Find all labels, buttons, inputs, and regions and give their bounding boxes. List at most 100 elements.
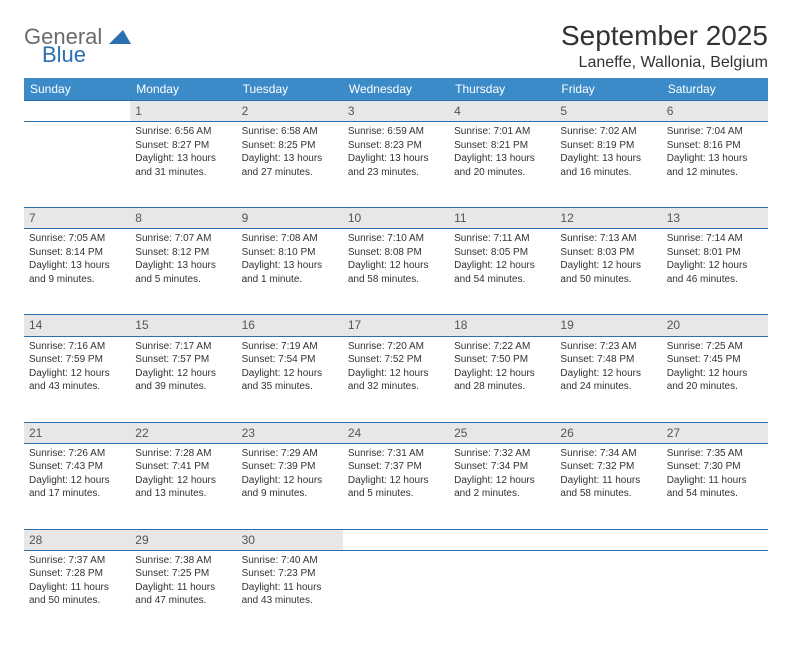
day-cell: Sunrise: 7:04 AMSunset: 8:16 PMDaylight:… <box>662 122 768 208</box>
day-cell <box>343 550 449 636</box>
sunrise-line: Sunrise: 7:20 AM <box>348 340 444 354</box>
day-number: 8 <box>130 208 236 229</box>
day-cell: Sunrise: 7:35 AMSunset: 7:30 PMDaylight:… <box>662 443 768 529</box>
daylight-line: Daylight: 11 hours and 54 minutes. <box>667 474 763 501</box>
day-cell: Sunrise: 7:14 AMSunset: 8:01 PMDaylight:… <box>662 229 768 315</box>
sunset-line: Sunset: 7:48 PM <box>560 353 656 367</box>
sunrise-line: Sunrise: 7:13 AM <box>560 232 656 246</box>
month-title: September 2025 <box>561 20 768 52</box>
logo-text-blue: Blue <box>42 44 131 66</box>
daylight-line: Daylight: 13 hours and 1 minute. <box>242 259 338 286</box>
sunset-line: Sunset: 7:45 PM <box>667 353 763 367</box>
day-cell: Sunrise: 7:07 AMSunset: 8:12 PMDaylight:… <box>130 229 236 315</box>
day-number: 13 <box>662 208 768 229</box>
day-content-row: Sunrise: 7:16 AMSunset: 7:59 PMDaylight:… <box>24 336 768 422</box>
daylight-line: Daylight: 12 hours and 58 minutes. <box>348 259 444 286</box>
sunrise-line: Sunrise: 7:29 AM <box>242 447 338 461</box>
day-cell <box>24 122 130 208</box>
day-number: 24 <box>343 422 449 443</box>
weekday-header: Monday <box>130 78 236 101</box>
sunset-line: Sunset: 8:21 PM <box>454 139 550 153</box>
logo: General Blue <box>24 20 131 66</box>
sunrise-line: Sunrise: 7:07 AM <box>135 232 231 246</box>
daylight-line: Daylight: 13 hours and 16 minutes. <box>560 152 656 179</box>
sunrise-line: Sunrise: 7:40 AM <box>242 554 338 568</box>
day-content-row: Sunrise: 6:56 AMSunset: 8:27 PMDaylight:… <box>24 122 768 208</box>
day-number: 18 <box>449 315 555 336</box>
sunrise-line: Sunrise: 7:34 AM <box>560 447 656 461</box>
sunrise-line: Sunrise: 7:02 AM <box>560 125 656 139</box>
day-cell: Sunrise: 7:20 AMSunset: 7:52 PMDaylight:… <box>343 336 449 422</box>
day-cell: Sunrise: 7:11 AMSunset: 8:05 PMDaylight:… <box>449 229 555 315</box>
daylight-line: Daylight: 13 hours and 5 minutes. <box>135 259 231 286</box>
day-number: 27 <box>662 422 768 443</box>
sunset-line: Sunset: 8:05 PM <box>454 246 550 260</box>
day-content-row: Sunrise: 7:26 AMSunset: 7:43 PM Daylight:… <box>24 443 768 529</box>
sunrise-line: Sunrise: 7:16 AM <box>29 340 125 354</box>
sunrise-line: Sunrise: 7:32 AM <box>454 447 550 461</box>
sunrise-line: Sunrise: 7:22 AM <box>454 340 550 354</box>
day-cell: Sunrise: 7:32 AMSunset: 7:34 PMDaylight:… <box>449 443 555 529</box>
day-cell <box>662 550 768 636</box>
day-cell: Sunrise: 7:16 AMSunset: 7:59 PMDaylight:… <box>24 336 130 422</box>
sunrise-line: Sunrise: 7:23 AM <box>560 340 656 354</box>
day-cell: Sunrise: 7:40 AMSunset: 7:23 PMDaylight:… <box>237 550 343 636</box>
sunrise-line: Sunrise: 7:38 AM <box>135 554 231 568</box>
sunset-line: Sunset: 7:34 PM <box>454 460 550 474</box>
day-number-row: 282930 <box>24 529 768 550</box>
sunset-line: Sunset: 8:25 PM <box>242 139 338 153</box>
day-number: 9 <box>237 208 343 229</box>
day-number-row: 123456 <box>24 101 768 122</box>
day-number: 28 <box>24 529 130 550</box>
daylight-line: Daylight: 12 hours and 28 minutes. <box>454 367 550 394</box>
sunrise-line: Sunrise: 7:25 AM <box>667 340 763 354</box>
daylight-line: Daylight: 11 hours and 58 minutes. <box>560 474 656 501</box>
day-cell: Sunrise: 6:59 AMSunset: 8:23 PMDaylight:… <box>343 122 449 208</box>
day-number: 14 <box>24 315 130 336</box>
day-number: 21 <box>24 422 130 443</box>
day-cell: Sunrise: 7:38 AMSunset: 7:25 PMDaylight:… <box>130 550 236 636</box>
sunset-line: Sunset: 8:01 PM <box>667 246 763 260</box>
daylight-line: Daylight: 12 hours and 24 minutes. <box>560 367 656 394</box>
day-number-row: 14151617181920 <box>24 315 768 336</box>
sunset-line: Sunset: 7:43 PM <box>29 460 125 474</box>
weekday-header: Friday <box>555 78 661 101</box>
daylight-line: Daylight: 12 hours and 50 minutes. <box>560 259 656 286</box>
sunset-line: Sunset: 7:50 PM <box>454 353 550 367</box>
day-content-row: Sunrise: 7:05 AMSunset: 8:14 PMDaylight:… <box>24 229 768 315</box>
sunrise-line: Sunrise: 7:19 AM <box>242 340 338 354</box>
daylight-line: Daylight: 13 hours and 9 minutes. <box>29 259 125 286</box>
day-cell: Sunrise: 7:26 AMSunset: 7:43 PMDaylight:… <box>24 443 130 529</box>
day-content-row: Sunrise: 7:37 AMSunset: 7:28 PMDaylight:… <box>24 550 768 636</box>
day-cell: Sunrise: 6:56 AMSunset: 8:27 PMDaylight:… <box>130 122 236 208</box>
sunrise-line: Sunrise: 6:58 AM <box>242 125 338 139</box>
daylight-line: Daylight: 12 hours and 35 minutes. <box>242 367 338 394</box>
sunrise-line: Sunrise: 7:10 AM <box>348 232 444 246</box>
day-number: 4 <box>449 101 555 122</box>
day-cell: Sunrise: 7:34 AMSunset: 7:32 PMDaylight:… <box>555 443 661 529</box>
sunset-line: Sunset: 7:41 PM <box>135 460 231 474</box>
sunset-line: Sunset: 7:23 PM <box>242 567 338 581</box>
day-number: 1 <box>130 101 236 122</box>
day-number: 22 <box>130 422 236 443</box>
day-cell: Sunrise: 7:28 AMSunset: 7:41 PMDaylight:… <box>130 443 236 529</box>
day-number: 12 <box>555 208 661 229</box>
day-number: 25 <box>449 422 555 443</box>
day-cell: Sunrise: 7:29 AMSunset: 7:39 PMDaylight:… <box>237 443 343 529</box>
sunset-line: Sunset: 8:23 PM <box>348 139 444 153</box>
sunrise-line: Sunrise: 7:26 AM <box>29 447 125 461</box>
sunrise-line: Sunrise: 6:56 AM <box>135 125 231 139</box>
day-cell: Sunrise: 7:05 AMSunset: 8:14 PMDaylight:… <box>24 229 130 315</box>
sunset-line: Sunset: 7:25 PM <box>135 567 231 581</box>
daylight-line: Daylight: 12 hours and 39 minutes. <box>135 367 231 394</box>
day-number <box>449 529 555 550</box>
day-cell <box>449 550 555 636</box>
sunrise-line: Sunrise: 7:04 AM <box>667 125 763 139</box>
day-cell: Sunrise: 7:13 AMSunset: 8:03 PMDaylight:… <box>555 229 661 315</box>
day-cell: Sunrise: 7:37 AMSunset: 7:28 PMDaylight:… <box>24 550 130 636</box>
sunrise-line: Sunrise: 7:35 AM <box>667 447 763 461</box>
sunset-line: Sunset: 7:30 PM <box>667 460 763 474</box>
header: General Blue September 2025 Laneffe, Wal… <box>24 20 768 72</box>
day-cell: Sunrise: 7:25 AMSunset: 7:45 PMDaylight:… <box>662 336 768 422</box>
daylight-line: Daylight: 12 hours and 32 minutes. <box>348 367 444 394</box>
